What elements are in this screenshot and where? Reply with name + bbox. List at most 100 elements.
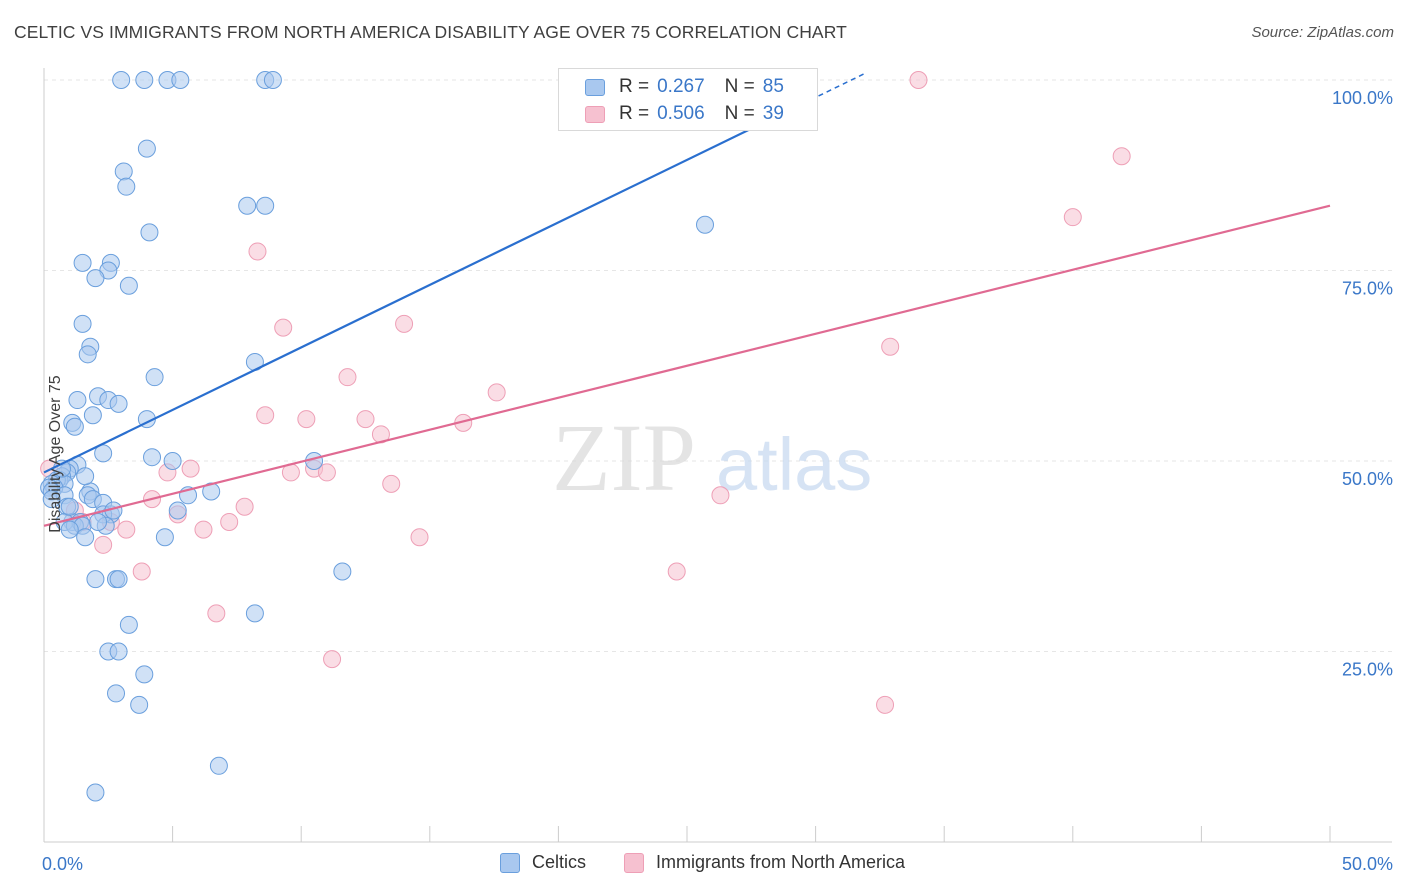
data-point-immigrants [132, 562, 151, 581]
chart-source: Source: ZipAtlas.com [1251, 24, 1394, 41]
data-point-immigrants [94, 535, 113, 554]
data-point-celtics [109, 394, 128, 413]
data-point-immigrants [274, 318, 293, 337]
series-legend-immigrants[interactable]: Immigrants from North America [624, 852, 905, 873]
data-point-immigrants [667, 562, 686, 581]
correlation-legend: R = 0.267 N = 85 R = 0.506 N = 39 [558, 68, 818, 131]
series-swatch-celtics [500, 852, 520, 873]
trendline-celtics-extension [810, 71, 868, 101]
data-point-celtics [89, 512, 108, 531]
y-tick-label: 50.0% [1342, 469, 1393, 489]
legend-row-immigrants: R = 0.506 N = 39 [585, 102, 804, 126]
data-point-celtics [86, 570, 105, 589]
data-point-immigrants [1112, 147, 1131, 166]
data-point-celtics [696, 215, 715, 234]
data-point-celtics [135, 665, 154, 684]
data-point-immigrants [323, 650, 342, 669]
data-point-celtics [76, 528, 95, 547]
data-point-celtics [78, 345, 97, 364]
data-point-celtics [83, 406, 102, 425]
legend-n-value-celtics: 85 [762, 76, 784, 97]
x-tick-label: 0.0% [42, 854, 83, 874]
data-point-celtics [202, 482, 221, 501]
data-point-celtics [168, 501, 187, 520]
data-point-celtics [117, 177, 136, 196]
series-swatch-immigrants [624, 852, 644, 873]
data-point-celtics [60, 497, 79, 516]
data-point-immigrants [881, 337, 900, 356]
data-point-celtics [140, 223, 159, 242]
data-point-celtics [86, 783, 105, 802]
trendline-celtics [43, 98, 811, 474]
data-point-celtics [112, 71, 131, 89]
data-point-celtics [73, 253, 92, 272]
data-point-immigrants [248, 242, 267, 261]
data-point-celtics [119, 615, 138, 634]
legend-swatch-immigrants [585, 105, 605, 123]
data-point-immigrants [207, 604, 226, 623]
data-point-celtics [86, 269, 105, 288]
data-point-celtics [109, 642, 128, 661]
data-point-celtics [60, 520, 79, 539]
data-point-celtics [107, 684, 126, 703]
chart-title: CELTIC VS IMMIGRANTS FROM NORTH AMERICA … [14, 22, 847, 42]
data-point-immigrants [876, 695, 895, 714]
legend-r-value-celtics: 0.267 [657, 76, 705, 97]
series-legend-celtics[interactable]: Celtics [500, 852, 586, 873]
legend-r-value-immigrants: 0.506 [657, 103, 705, 124]
watermark-zip: ZIP [552, 404, 696, 511]
data-point-celtics [73, 314, 92, 333]
data-point-celtics [109, 570, 128, 589]
series-legend: Celtics Immigrants from North America [0, 852, 1406, 878]
data-point-celtics [130, 695, 149, 714]
data-point-immigrants [356, 410, 375, 429]
data-point-immigrants [181, 459, 200, 478]
data-point-celtics [42, 490, 61, 509]
y-axis-label: Disability Age Over 75 [47, 375, 64, 533]
data-point-celtics [209, 756, 228, 775]
legend-swatch-celtics [585, 78, 605, 96]
data-point-immigrants [117, 520, 136, 539]
data-point-celtics [114, 162, 133, 181]
data-point-celtics [238, 196, 257, 215]
y-tick-label: 25.0% [1342, 660, 1393, 680]
data-point-celtics [163, 452, 182, 470]
data-point-immigrants [220, 512, 239, 531]
legend-n-label: N = [724, 76, 755, 97]
data-point-celtics [137, 139, 156, 158]
data-point-celtics [65, 417, 84, 436]
data-point-immigrants [1063, 208, 1082, 227]
legend-r-label: R = [619, 76, 650, 97]
series-label-immigrants: Immigrants from North America [656, 852, 906, 872]
data-point-celtics [245, 604, 264, 623]
data-point-immigrants [909, 71, 928, 89]
legend-r-label: R = [619, 103, 650, 124]
data-point-celtics [256, 196, 275, 215]
watermark-atlas: atlas [716, 423, 872, 506]
data-point-celtics [333, 562, 352, 581]
trendline-immigrants [43, 204, 1331, 527]
data-point-immigrants [395, 314, 414, 333]
data-point-immigrants [317, 463, 336, 482]
data-point-celtics [143, 448, 162, 467]
data-point-celtics [68, 391, 87, 410]
data-point-celtics [135, 71, 154, 89]
x-tick-label: 50.0% [1342, 854, 1393, 874]
y-tick-label: 100.0% [1332, 88, 1393, 108]
data-point-celtics [263, 71, 282, 89]
data-point-immigrants [235, 497, 254, 516]
data-point-immigrants [382, 474, 401, 493]
legend-n-label: N = [724, 103, 755, 124]
data-point-immigrants [256, 406, 275, 425]
legend-n-value-immigrants: 39 [762, 103, 784, 124]
data-point-celtics [119, 276, 138, 295]
data-point-celtics [171, 71, 190, 89]
data-point-celtics [145, 368, 164, 387]
watermark: ZIP atlas [552, 404, 872, 511]
data-point-immigrants [487, 383, 506, 402]
series-label-celtics: Celtics [532, 852, 587, 872]
data-point-immigrants [711, 486, 730, 505]
data-point-immigrants [297, 410, 316, 429]
y-tick-label: 75.0% [1342, 279, 1393, 299]
legend-row-celtics: R = 0.267 N = 85 [585, 75, 804, 99]
